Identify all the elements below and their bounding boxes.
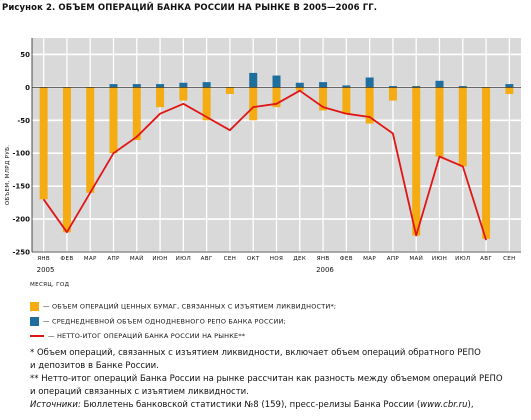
bar-liquidity-absorption bbox=[412, 87, 421, 236]
red-line-swatch bbox=[30, 335, 44, 337]
legend-item-blue: — СРЕДНЕДНЕВНОЙ ОБЪЕМ ОДНОДНЕВНОГО РЕПО … bbox=[30, 317, 286, 326]
bar-liquidity-absorption bbox=[156, 87, 165, 108]
x-tick-label: ИЮЛ bbox=[455, 256, 470, 262]
legend-label-orange: — ОБЪЕМ ОПЕРАЦИЙ ЦЕННЫХ БУМАГ, СВЯЗАННЫХ… bbox=[43, 302, 337, 311]
x-tick-label: МАР bbox=[363, 256, 376, 262]
bar-liquidity-absorption bbox=[249, 87, 258, 121]
legend-item-red: — НЕТТО-ИТОГ ОПЕРАЦИЙ БАНКА РОССИИ НА РЫ… bbox=[30, 332, 245, 340]
y-tick-label: -200 bbox=[12, 216, 30, 224]
bar-repo bbox=[458, 86, 467, 88]
bar-liquidity-absorption bbox=[202, 87, 211, 121]
x-tick-label: ЯНВ bbox=[37, 256, 50, 262]
footnote-1-line-1: * Объем операций, связанных с изъятием л… bbox=[30, 348, 481, 358]
y-tick-label: 0 bbox=[25, 84, 30, 92]
bar-liquidity-absorption bbox=[132, 87, 141, 141]
x-tick-label: АВГ bbox=[480, 256, 492, 262]
x-tick-label: МАЙ bbox=[409, 255, 423, 262]
x-tick-label: МАЙ bbox=[130, 255, 144, 262]
series-line-net-total bbox=[42, 89, 487, 241]
x-tick-label: АВГ bbox=[201, 256, 213, 262]
x-tick-label: ФЕВ bbox=[340, 256, 353, 262]
x-tick-label: АПР bbox=[387, 256, 400, 262]
bar-liquidity-absorption bbox=[505, 87, 514, 94]
blue-swatch bbox=[30, 317, 39, 326]
bar-repo bbox=[412, 86, 421, 88]
x-tick-label: НОЯ bbox=[270, 256, 283, 262]
bar-liquidity-absorption bbox=[225, 87, 234, 94]
bar-repo bbox=[319, 82, 328, 88]
bar-liquidity-absorption bbox=[62, 87, 71, 233]
bar-liquidity-absorption bbox=[482, 87, 491, 239]
x-tick-label: ФЕВ bbox=[60, 256, 73, 262]
footnote-2-line-2: и операций связанных с изъятием ликвидно… bbox=[30, 387, 249, 397]
y-tick-label: 50 bbox=[20, 51, 30, 59]
bar-repo bbox=[272, 75, 281, 88]
bar-liquidity-absorption bbox=[388, 87, 397, 101]
legend-item-orange: — ОБЪЕМ ОПЕРАЦИЙ ЦЕННЫХ БУМАГ, СВЯЗАННЫХ… bbox=[30, 302, 336, 311]
x-axis-label: МЕСЯЦ, ГОД bbox=[30, 282, 70, 288]
x-tick-label: СЕН bbox=[224, 256, 237, 262]
sources-label: Источники: bbox=[30, 400, 81, 410]
orange-swatch bbox=[30, 302, 39, 311]
bar-liquidity-absorption bbox=[295, 87, 304, 91]
x-tick-label: МАР bbox=[84, 256, 97, 262]
bar-repo bbox=[202, 82, 211, 88]
year-label: 2006 bbox=[316, 266, 334, 274]
x-tick-label: ЯНВ bbox=[317, 256, 330, 262]
bar-repo bbox=[295, 82, 304, 88]
legend-label-red: — НЕТТО-ИТОГ ОПЕРАЦИЙ БАНКА РОССИИ НА РЫ… bbox=[48, 332, 246, 340]
legend-label-blue: — СРЕДНЕДНЕВНОЙ ОБЪЕМ ОДНОДНЕВНОГО РЕПО … bbox=[43, 317, 286, 326]
bar-repo bbox=[109, 84, 118, 88]
figure-title: Рисунок 2. ОБЪЕМ ОПЕРАЦИЙ БАНКА РОССИИ Н… bbox=[2, 3, 378, 13]
x-tick-label: СЕН bbox=[503, 256, 516, 262]
bar-liquidity-absorption bbox=[39, 87, 48, 200]
bar-liquidity-absorption bbox=[435, 87, 444, 157]
y-axis-label: ОБЪЕМ, МЛРД РУБ. bbox=[5, 145, 11, 206]
bar-liquidity-absorption bbox=[179, 87, 188, 101]
y-tick-label: -150 bbox=[12, 183, 30, 191]
bar-repo bbox=[505, 84, 514, 88]
x-tick-label: ИЮН bbox=[432, 256, 447, 262]
x-tick-label: ОКТ bbox=[247, 256, 260, 262]
bar-liquidity-absorption bbox=[342, 87, 351, 114]
sources-text: Бюллетень банковской статистики №8 (159)… bbox=[80, 400, 421, 410]
chart: 50 0 -50 -100 -150 -200 -250 ЯНВ ФЕВ МАР АПР МАЙ ИЮН… bbox=[5, 38, 521, 288]
y-tick-label: -250 bbox=[12, 249, 30, 257]
x-tick-label: ДЕК bbox=[293, 256, 306, 262]
bar-repo bbox=[388, 86, 397, 88]
bar-repo bbox=[132, 84, 141, 88]
bar-repo bbox=[156, 84, 165, 88]
x-tick-label: АПР bbox=[107, 256, 120, 262]
bar-repo bbox=[365, 77, 374, 88]
footnote-1-line-2: и депозитов в Банке России. bbox=[30, 361, 159, 371]
bar-liquidity-absorption bbox=[86, 87, 95, 193]
bar-repo bbox=[342, 85, 351, 88]
sources-end: ), bbox=[467, 400, 474, 410]
year-label: 2005 bbox=[37, 266, 55, 274]
footnote-2-line-1: ** Нетто-итог операций Банка России на р… bbox=[30, 374, 503, 384]
sources-url: www.cbr.ru bbox=[420, 400, 468, 410]
x-tick-label: ИЮЛ bbox=[176, 256, 191, 262]
bar-repo bbox=[249, 72, 258, 88]
bar-repo bbox=[435, 80, 444, 88]
y-tick-label: -100 bbox=[12, 150, 30, 158]
bar-liquidity-absorption bbox=[109, 87, 118, 154]
sources-line: Источники: Бюллетень банковской статисти… bbox=[30, 399, 503, 412]
bar-liquidity-absorption bbox=[365, 87, 374, 124]
x-tick-label: ИЮН bbox=[152, 256, 167, 262]
bar-liquidity-absorption bbox=[458, 87, 467, 167]
bar-liquidity-absorption bbox=[319, 87, 328, 111]
bar-liquidity-absorption bbox=[272, 87, 281, 108]
bar-repo bbox=[179, 82, 188, 88]
footnotes: * Объем операций, связанных с изъятием л… bbox=[30, 347, 503, 412]
y-tick-label: -50 bbox=[17, 117, 30, 125]
